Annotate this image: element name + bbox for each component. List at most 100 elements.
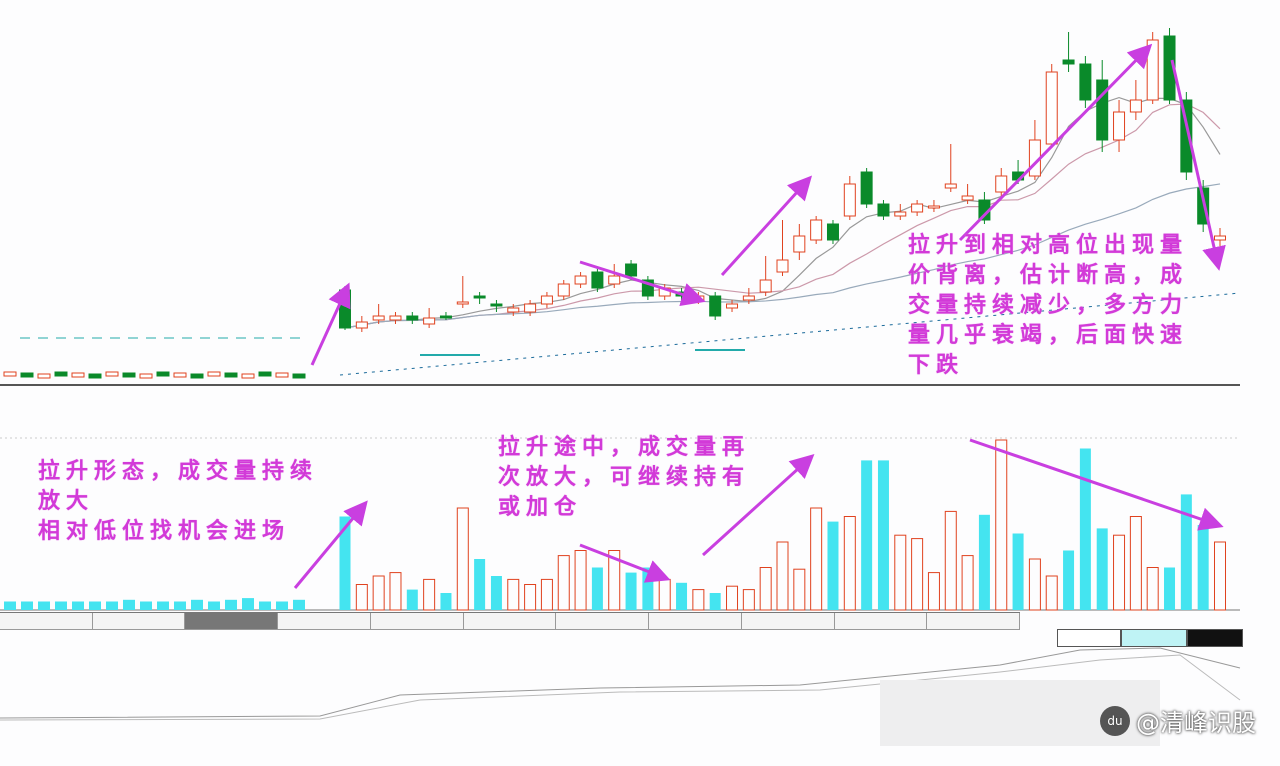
- indicator-tab[interactable]: [834, 613, 928, 629]
- candle-flat: [88, 373, 102, 379]
- candle-down: [1197, 187, 1210, 225]
- volume-bar: [861, 460, 873, 610]
- volume-bar: [208, 601, 220, 610]
- volume-bar: [540, 578, 553, 611]
- volume-bar: [72, 601, 84, 610]
- volume-bar: [776, 541, 789, 611]
- volume-bar: [1113, 534, 1126, 611]
- indicator-tab[interactable]: [556, 613, 650, 629]
- candle-up: [776, 259, 789, 273]
- arrow-volume-pullback: [579, 543, 671, 583]
- volume-bar: [742, 589, 755, 611]
- candle-down: [473, 295, 486, 299]
- candle-up: [355, 321, 368, 329]
- volume-bar: [1129, 516, 1142, 611]
- candle-down: [826, 223, 839, 241]
- volume-bar: [174, 601, 186, 610]
- arrow-volume-decline: [969, 438, 1224, 531]
- volume-bar: [372, 575, 385, 611]
- volume-bar: [21, 601, 33, 610]
- legend-box[interactable]: [1187, 629, 1243, 647]
- indicator-tab[interactable]: [0, 613, 93, 629]
- volume-bar: [524, 584, 537, 611]
- candle-up: [372, 315, 385, 321]
- volume-bar: [106, 601, 118, 610]
- indicator-tab[interactable]: [463, 613, 557, 629]
- arrow-volume-up: [293, 500, 368, 589]
- volume-bar: [625, 572, 637, 610]
- candle-up: [793, 235, 806, 253]
- candle-down: [490, 303, 503, 307]
- candle-up: [389, 315, 402, 321]
- legend-box[interactable]: [1121, 629, 1187, 647]
- candle-down: [1079, 63, 1092, 101]
- indicator-tab[interactable]: [649, 613, 742, 629]
- candle-flat: [207, 371, 221, 377]
- volume-bar: [642, 567, 654, 610]
- volume-bar: [456, 507, 469, 611]
- candle-flat: [241, 373, 255, 379]
- volume-bar: [1180, 494, 1192, 610]
- volume-bar: [574, 550, 587, 611]
- indicator-tab[interactable]: [741, 613, 835, 629]
- indicator-tab[interactable]: [92, 613, 186, 629]
- volume-bar: [692, 589, 705, 611]
- volume-bar: [591, 567, 603, 610]
- volume-bar: [1197, 525, 1209, 610]
- candle-up: [557, 283, 570, 297]
- candle-up: [961, 195, 974, 201]
- volume-bar: [406, 589, 418, 610]
- macd-line: [0, 647, 1241, 719]
- indicator-tabs: [0, 612, 1021, 630]
- volume-bar: [759, 567, 772, 611]
- candle-down: [860, 171, 873, 205]
- indicator-tab[interactable]: [927, 613, 1021, 629]
- volume-bar: [38, 601, 50, 610]
- volume-bar: [293, 599, 305, 610]
- indicator-tab[interactable]: [185, 613, 279, 629]
- candle-up: [894, 211, 907, 217]
- volume-bar: [1164, 567, 1176, 610]
- paw-logo-icon: du: [1100, 705, 1130, 736]
- candle-flat: [275, 372, 289, 378]
- candle-up: [423, 317, 436, 325]
- volume-bar: [423, 578, 436, 611]
- arrow-breakout: [310, 282, 351, 366]
- candle-up: [507, 307, 520, 313]
- volume-bar: [911, 538, 924, 611]
- volume-bar: [827, 521, 839, 610]
- candle-flat: [54, 371, 68, 377]
- candle-flat: [156, 371, 170, 377]
- candle-up: [524, 303, 537, 313]
- volume-bar: [1063, 550, 1075, 610]
- moving-average-30: [344, 183, 1221, 329]
- arrow-top-rally: [958, 43, 1153, 242]
- candle-up: [608, 275, 621, 285]
- candle-flat: [173, 372, 187, 378]
- candle-down: [406, 315, 419, 321]
- volume-bar: [355, 584, 368, 611]
- volume-bar: [339, 516, 351, 610]
- candle-flat: [105, 371, 119, 377]
- candle-up: [456, 301, 469, 305]
- annotation-breakout: 拉升形态，成交量持续放大 相对低位找机会进场: [38, 458, 319, 544]
- volume-bar: [490, 576, 502, 610]
- indicator-tab[interactable]: [370, 613, 464, 629]
- candle-up: [574, 275, 587, 285]
- candle-flat: [190, 373, 204, 379]
- volume-bar: [89, 601, 101, 610]
- volume-bar: [123, 599, 135, 610]
- volume-bar: [978, 514, 990, 610]
- volume-bar: [1028, 558, 1041, 611]
- arrow-pullback: [579, 260, 706, 307]
- volume-bar: [709, 593, 721, 610]
- candle-up: [742, 295, 755, 301]
- candle-up: [927, 205, 940, 209]
- volume-bar: [1045, 575, 1058, 611]
- candle-flat: [139, 373, 153, 379]
- candle-down: [641, 279, 654, 297]
- candle-up: [1113, 111, 1126, 141]
- indicator-tab[interactable]: [278, 613, 371, 629]
- legend-box[interactable]: [1057, 629, 1121, 647]
